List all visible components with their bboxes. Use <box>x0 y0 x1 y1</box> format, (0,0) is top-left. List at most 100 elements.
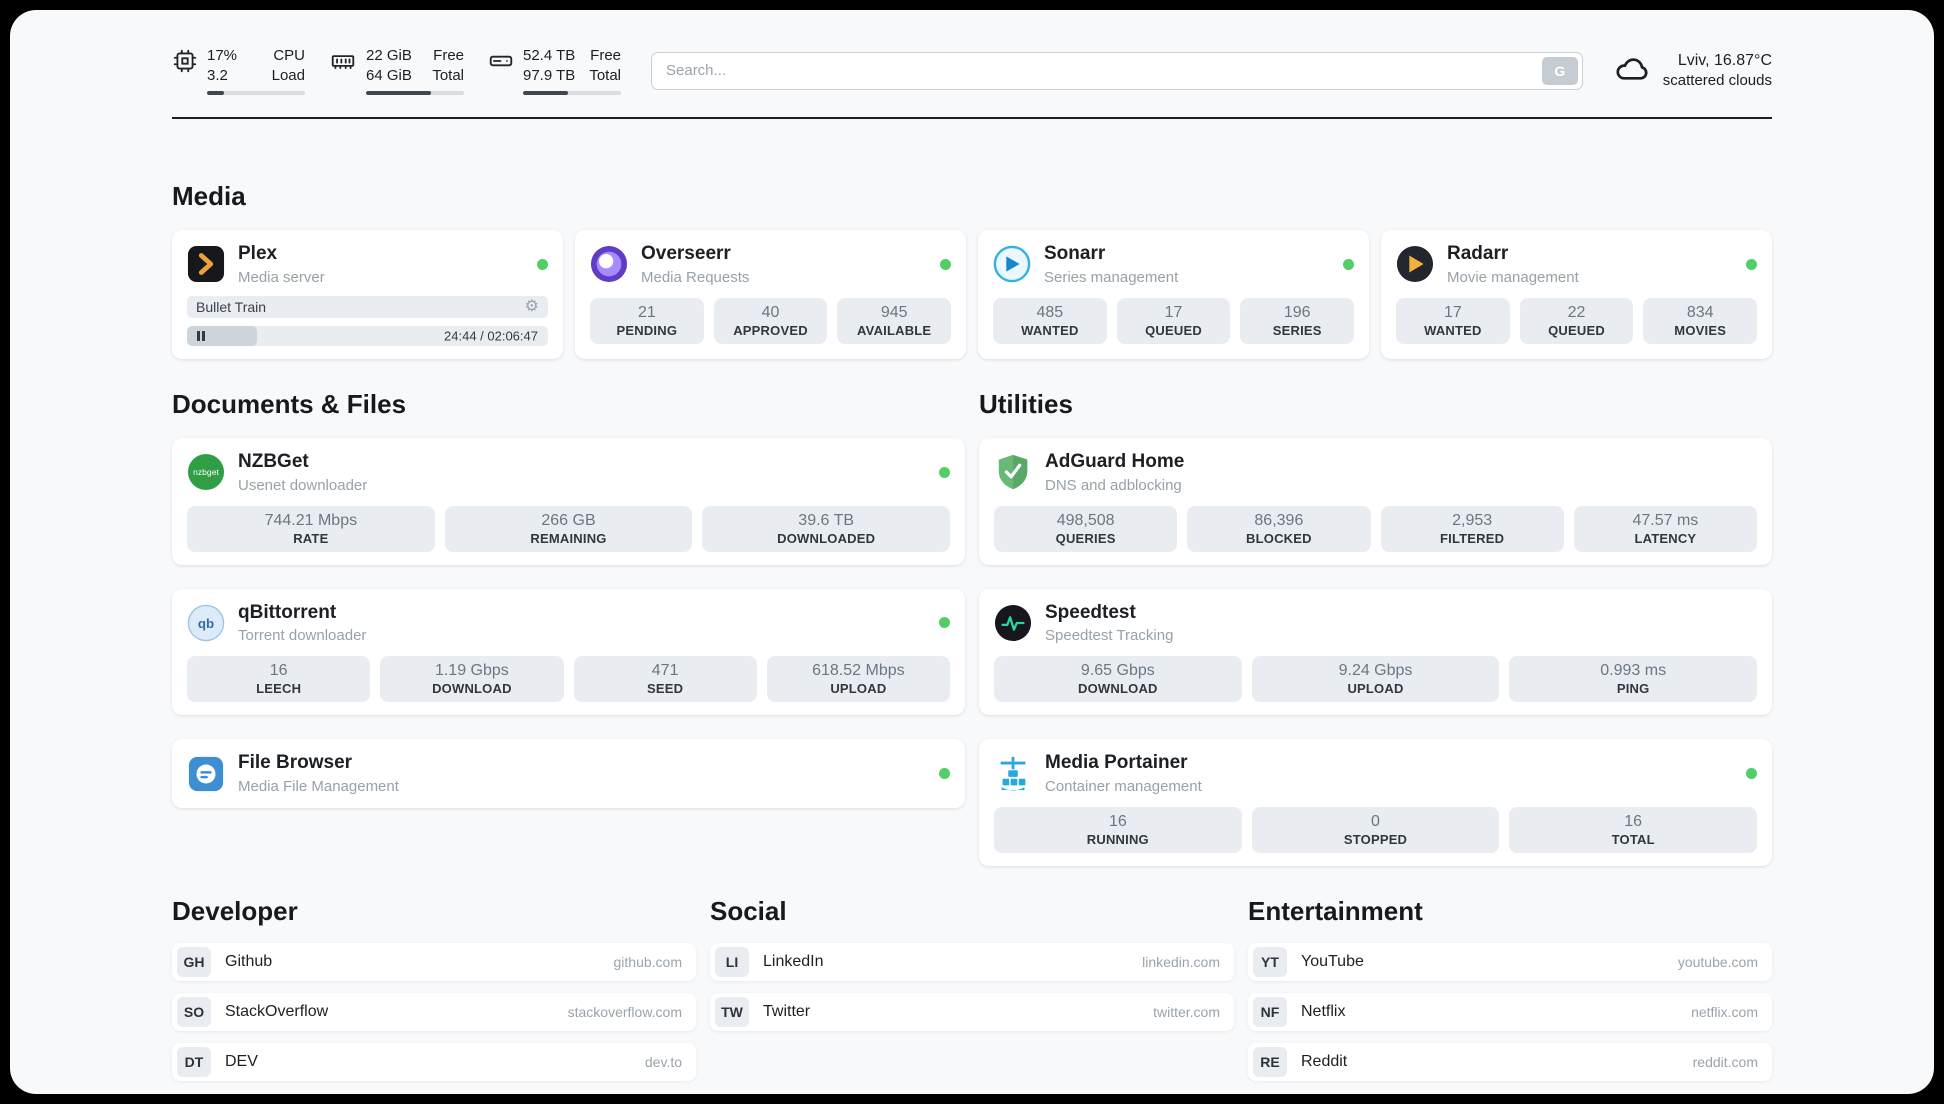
app-subtitle: Media server <box>238 268 325 286</box>
settings-gear-icon[interactable]: ⚙ <box>524 297 539 315</box>
bookmark-url: github.com <box>613 954 682 971</box>
stat-queries: 498,508 QUERIES <box>994 505 1178 552</box>
speedtest-icon <box>994 604 1032 642</box>
bookmark-name: DEV <box>225 1053 258 1071</box>
stat-movies: 834 MOVIES <box>1643 297 1758 344</box>
status-online-dot <box>939 466 950 478</box>
disk-free-label: Free <box>590 47 621 64</box>
header-bar: 17% 3.2 CPU Load <box>172 10 1772 95</box>
bookmark-badge: NF <box>1253 997 1287 1028</box>
status-online-dot <box>1746 258 1757 270</box>
app-title: Overseerr <box>641 243 731 264</box>
cpu-load-value: 3.2 <box>207 66 228 84</box>
bookmark-reddit[interactable]: RE Reddit reddit.com <box>1248 1043 1772 1082</box>
svg-text:nzbget: nzbget <box>193 467 219 477</box>
stat-approved: 40 APPROVED <box>713 297 828 344</box>
stat-rate: 744.21 Mbps RATE <box>187 505 435 552</box>
sonarr-icon <box>993 245 1031 283</box>
stat-blocked: 86,396 BLOCKED <box>1187 505 1371 552</box>
disk-values: 52.4 TB 97.9 TB <box>523 46 575 85</box>
disk-free-value: 52.4 TB <box>523 47 576 64</box>
section-title-documents: Documents & Files <box>172 388 407 419</box>
app-title: qBittorrent <box>238 601 337 623</box>
cpu-values: 17% 3.2 <box>207 46 237 85</box>
app-card-nzbget[interactable]: nzbget NZBGet Usenet downloader 74 <box>172 437 965 565</box>
bookmark-url: youtube.com <box>1677 954 1758 971</box>
search-engine-button[interactable]: G <box>1541 56 1578 85</box>
bookmark-name: Reddit <box>1301 1053 1348 1071</box>
ram-monitor: 22 GiB 64 GiB Free Total <box>329 46 464 95</box>
plex-progress-bar[interactable]: 24:44 / 02:06:47 <box>187 325 548 346</box>
app-card-filebrowser[interactable]: File Browser Media File Management <box>172 739 965 809</box>
app-card-qbittorrent[interactable]: qb qBittorrent Torrent downloader <box>172 588 965 716</box>
stat-download: 1.19 Gbps DOWNLOAD <box>380 656 564 703</box>
cpu-chip-icon <box>172 48 198 79</box>
stat-seed: 471 SEED <box>573 656 757 703</box>
app-card-adguard[interactable]: AdGuard Home DNS and adblocking 498,508 … <box>979 437 1772 565</box>
bookmark-dev[interactable]: DT DEV dev.to <box>172 1043 696 1082</box>
bookmark-badge: LI <box>715 947 749 978</box>
app-subtitle: Movie management <box>1447 268 1579 286</box>
weather-location: Lviv, 16.87°C <box>1677 52 1772 69</box>
stat-wanted: 485 WANTED <box>993 297 1107 344</box>
stat-filtered: 2,953 FILTERED <box>1380 505 1564 552</box>
status-online-dot <box>939 768 950 780</box>
app-title: Plex <box>238 243 278 264</box>
cloud-icon <box>1613 52 1651 89</box>
ram-total-label: Total <box>432 66 464 84</box>
bookmark-badge: SO <box>177 997 211 1028</box>
app-title: NZBGet <box>238 450 309 472</box>
nzbget-icon: nzbget <box>187 453 225 491</box>
qbittorrent-icon: qb <box>187 604 225 642</box>
status-online-dot <box>1746 768 1757 780</box>
app-subtitle: Usenet downloader <box>238 476 368 494</box>
bookmark-url: dev.to <box>644 1054 682 1071</box>
documents-column: Documents & Files nzbget <box>172 388 965 809</box>
status-online-dot <box>537 258 548 270</box>
disk-labels: Free Total <box>589 46 621 85</box>
status-online-dot <box>1343 258 1354 270</box>
overseerr-icon <box>590 245 628 283</box>
stat-latency: 47.57 ms LATENCY <box>1573 505 1757 552</box>
memory-icon <box>329 48 357 79</box>
bookmark-badge: TW <box>715 997 749 1028</box>
bookmark-stackoverflow[interactable]: SO StackOverflow stackoverflow.com <box>172 993 696 1032</box>
app-title: File Browser <box>238 752 353 774</box>
disk-usage-bar-fill <box>523 91 569 95</box>
app-card-radarr[interactable]: Radarr Movie management 17 WANTED 22 QUE… <box>1381 230 1772 359</box>
app-subtitle: Media Requests <box>641 268 750 286</box>
stat-available: 945 AVAILABLE <box>837 297 952 344</box>
bookmark-name: Github <box>225 953 273 971</box>
cpu-percent: 17% <box>207 47 238 64</box>
section-title-media: Media <box>172 181 246 211</box>
app-card-overseerr[interactable]: Overseerr Media Requests 21 PENDING 40 A… <box>575 230 966 359</box>
bookmark-twitter[interactable]: TW Twitter twitter.com <box>710 993 1234 1032</box>
section-title-social: Social <box>710 896 787 927</box>
app-card-plex[interactable]: Plex Media server Bullet Train ⚙ 24:44 /… <box>172 230 563 359</box>
bookmark-netflix[interactable]: NF Netflix netflix.com <box>1248 993 1772 1032</box>
app-card-sonarr[interactable]: Sonarr Series management 485 WANTED 17 Q… <box>978 230 1369 359</box>
app-title: Media Portainer <box>1045 752 1188 774</box>
app-card-portainer[interactable]: Media Portainer Container management 16 … <box>979 739 1772 867</box>
app-subtitle: Speedtest Tracking <box>1045 627 1174 645</box>
disk-usage-bar <box>523 91 621 95</box>
stat-running: 16 RUNNING <box>994 807 1242 854</box>
search-input[interactable] <box>651 51 1583 90</box>
bookmark-group-entertainment: Entertainment YT YouTube youtube.com NF … <box>1248 896 1772 1082</box>
plex-icon <box>187 245 225 283</box>
ram-usage-bar <box>366 91 464 95</box>
cpu-label: CPU <box>273 47 305 64</box>
app-subtitle: Media File Management <box>238 778 399 796</box>
stat-stopped: 0 STOPPED <box>1251 807 1500 854</box>
stat-total: 16 TOTAL <box>1509 807 1758 854</box>
bookmark-github[interactable]: GH Github github.com <box>172 943 696 982</box>
section-title-utilities: Utilities <box>979 388 1073 419</box>
app-card-speedtest[interactable]: Speedtest Speedtest Tracking 9.65 Gbps D… <box>979 588 1772 716</box>
bookmark-group-social: Social LI LinkedIn linkedin.com TW Twitt… <box>710 896 1234 1032</box>
bookmark-badge: YT <box>1253 947 1287 978</box>
app-subtitle: DNS and adblocking <box>1045 476 1182 494</box>
bookmark-youtube[interactable]: YT YouTube youtube.com <box>1248 943 1772 982</box>
pause-icon[interactable] <box>197 330 205 341</box>
bookmark-linkedin[interactable]: LI LinkedIn linkedin.com <box>710 943 1234 982</box>
filebrowser-icon <box>187 755 225 793</box>
